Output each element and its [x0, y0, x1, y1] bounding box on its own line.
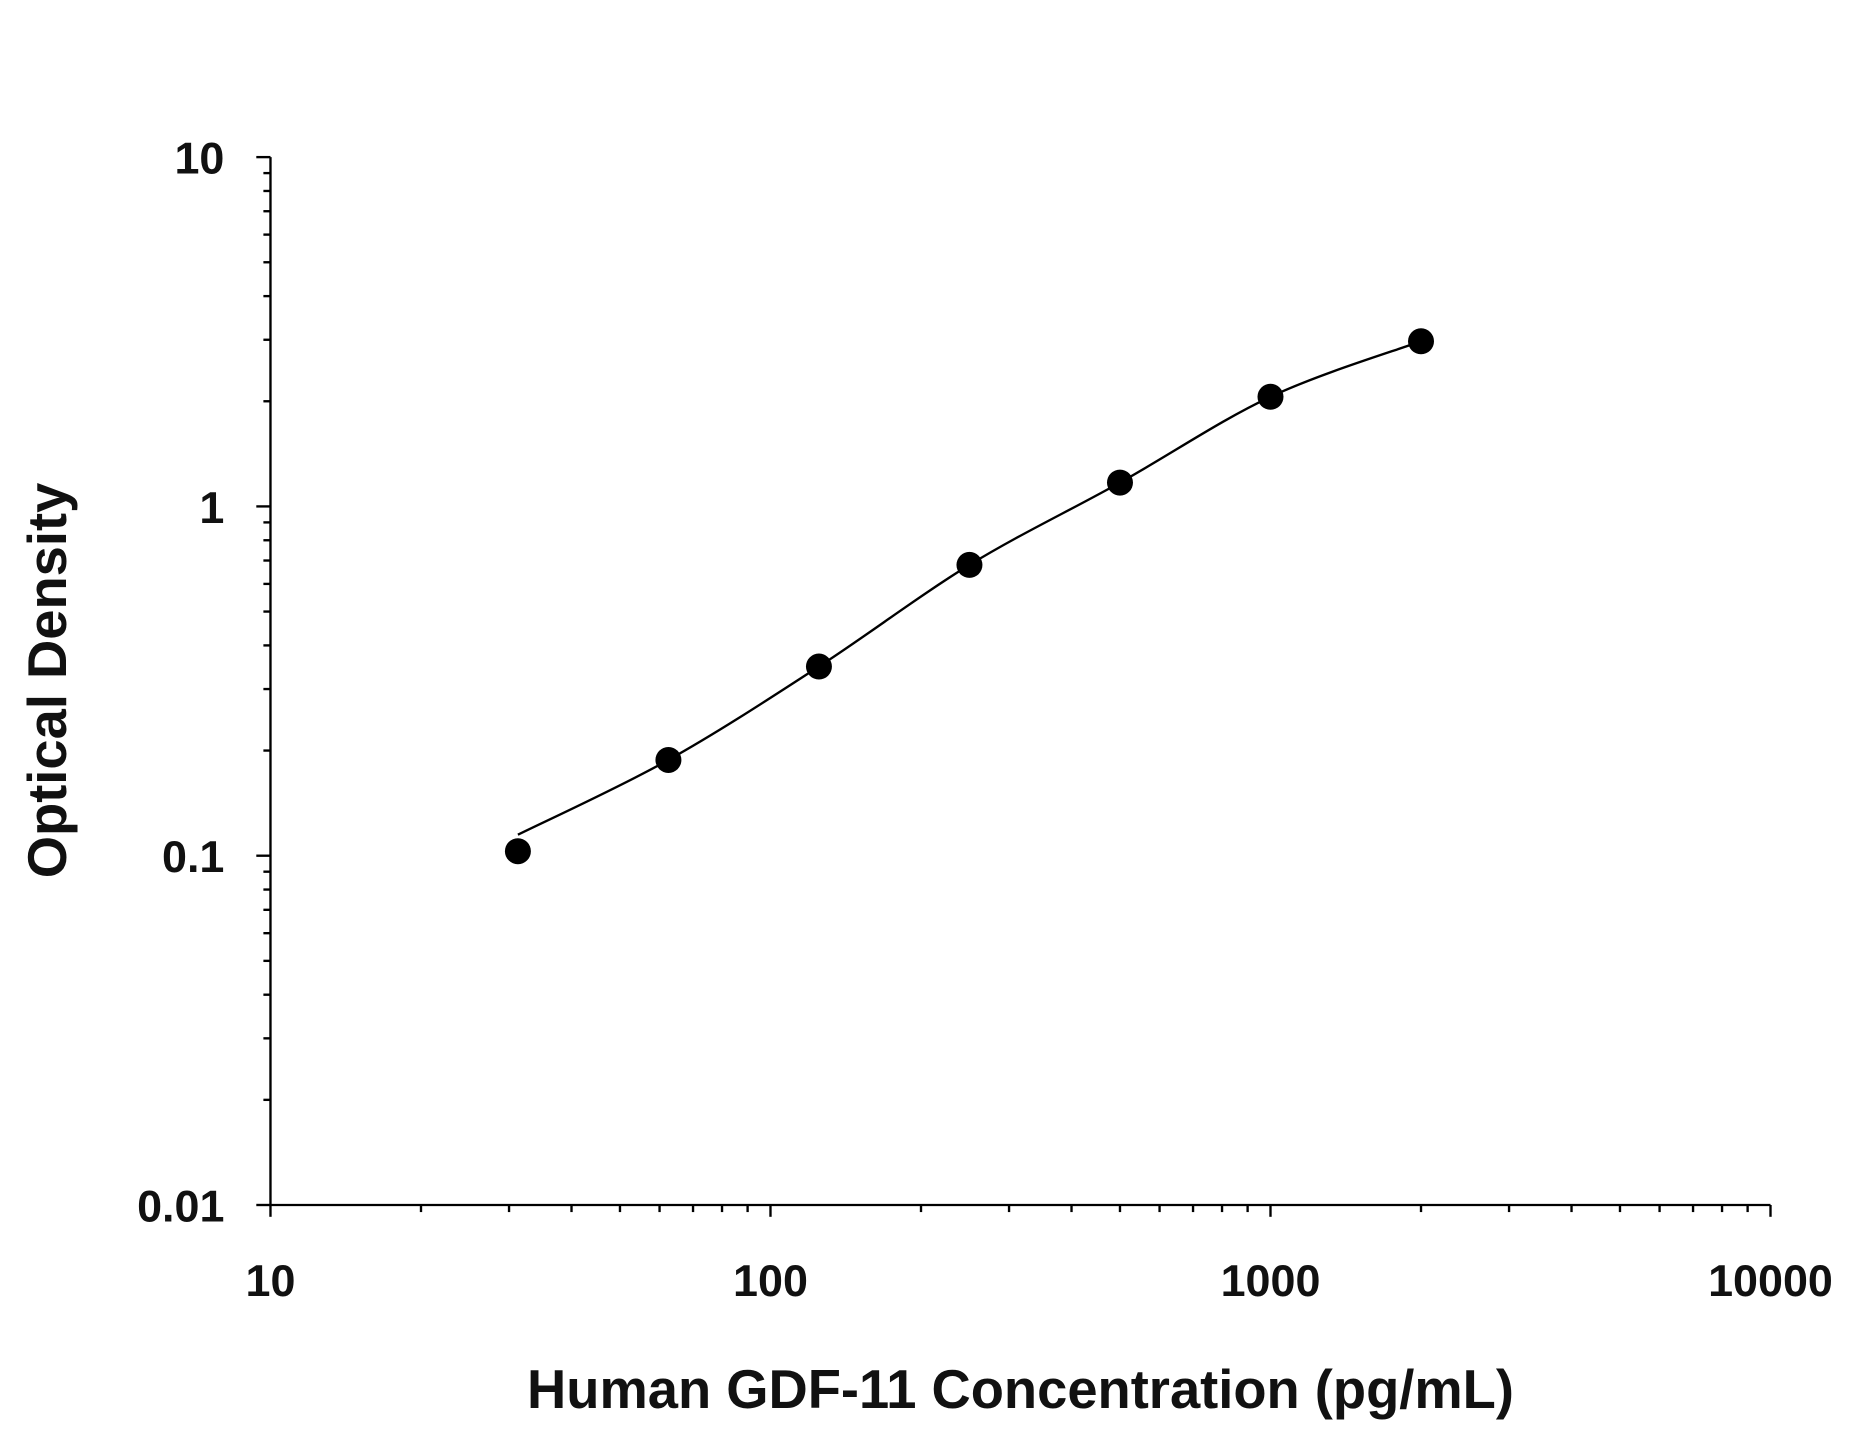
- data-point: [956, 551, 983, 578]
- x-axis-label: Human GDF-11 Concentration (pg/mL): [527, 1359, 1514, 1420]
- data-point: [805, 653, 832, 680]
- y-axis-label: Optical Density: [17, 483, 78, 879]
- tick-labels: 10 100 1000 10000 0.01 0.1 1 10: [137, 133, 1833, 1306]
- ticks: [256, 155, 1772, 1217]
- y-tick-label: 10: [174, 133, 224, 184]
- x-tick-label: 100: [733, 1255, 808, 1306]
- x-tick-label: 1000: [1221, 1255, 1321, 1306]
- data-point: [655, 746, 682, 773]
- y-tick-label: 1: [199, 482, 224, 533]
- data-point: [1408, 328, 1435, 355]
- data-point: [504, 838, 531, 865]
- x-tick-label: 10000: [1708, 1255, 1833, 1306]
- fit-curve: [517, 340, 1422, 836]
- y-tick-label: 0.01: [137, 1181, 224, 1232]
- data-point: [1257, 383, 1284, 410]
- axes: [269, 157, 1771, 1207]
- y-tick-label: 0.1: [162, 831, 224, 882]
- data-points: [504, 328, 1435, 865]
- data-point: [1106, 469, 1133, 496]
- x-tick-label: 10: [246, 1255, 296, 1306]
